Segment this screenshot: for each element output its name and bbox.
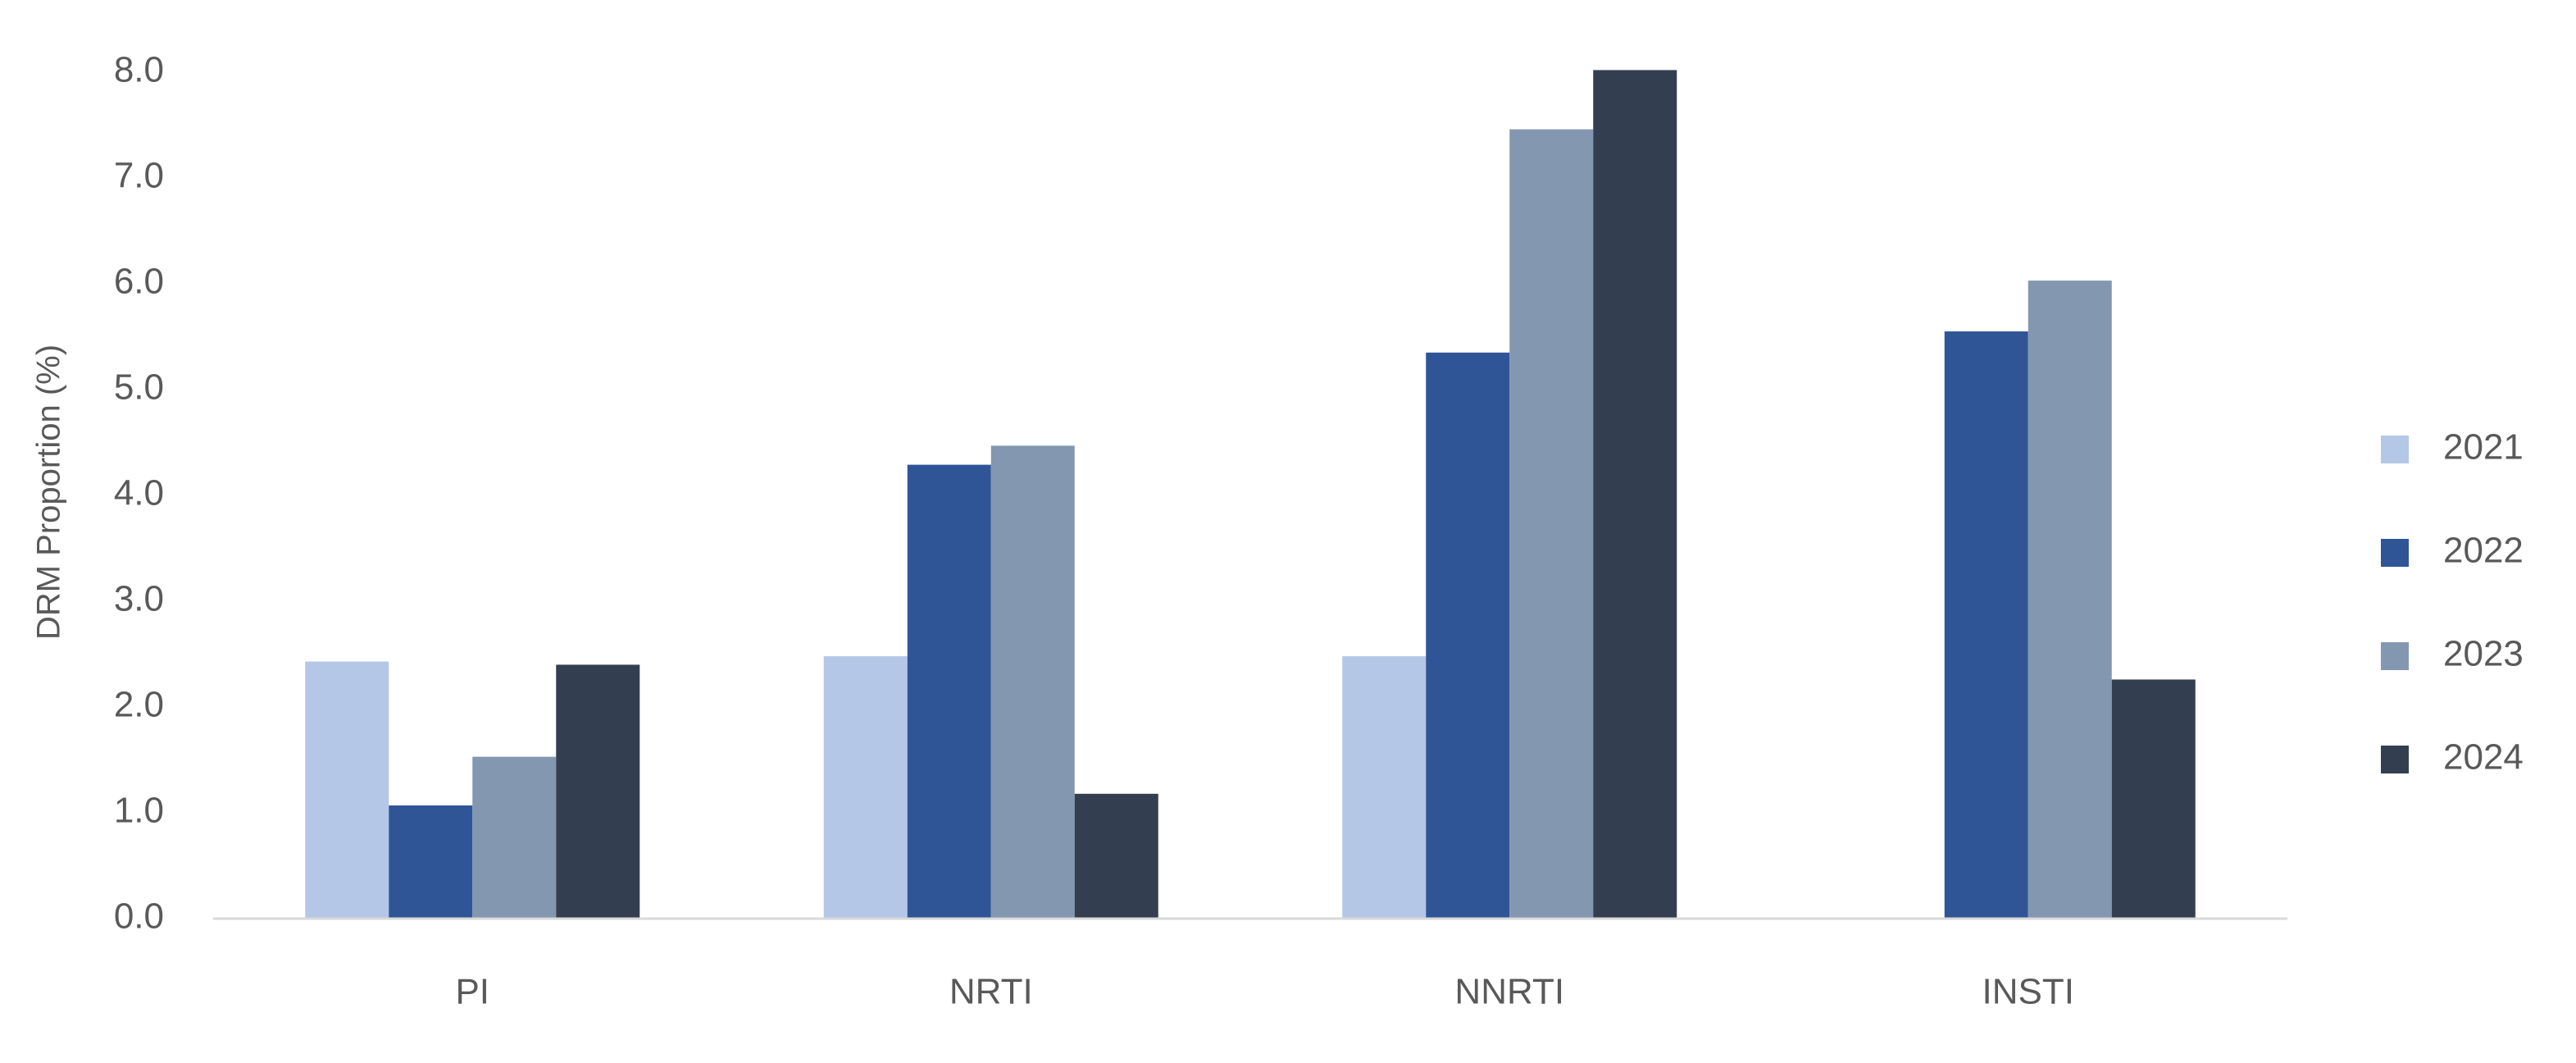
- legend-label: 2022: [2443, 531, 2524, 571]
- bar: [389, 805, 473, 919]
- bar: [305, 661, 389, 919]
- legend-swatch: [2381, 539, 2409, 567]
- bar: [472, 756, 557, 919]
- legend-swatch: [2381, 436, 2409, 463]
- bar: [1074, 793, 1158, 919]
- bar: [1593, 70, 1677, 919]
- legend-label: 2023: [2443, 634, 2524, 674]
- bar: [1426, 352, 1510, 919]
- y-tick-label: 6.0: [114, 262, 164, 302]
- bar: [1509, 129, 1594, 919]
- bar: [823, 656, 908, 919]
- bar: [1342, 656, 1427, 919]
- bar: [2028, 281, 2112, 919]
- y-tick-label: 8.0: [114, 50, 164, 90]
- bar: [907, 464, 991, 919]
- bar: [556, 664, 640, 919]
- y-tick-label: 2.0: [114, 685, 164, 725]
- y-axis-label: DRM Proportion (%): [31, 344, 67, 640]
- bar: [990, 445, 1075, 919]
- y-tick-label: 0.0: [114, 896, 164, 937]
- y-tick-label: 5.0: [114, 367, 164, 408]
- y-tick-label: 7.0: [114, 156, 164, 196]
- x-tick-label: PI: [455, 972, 489, 1012]
- legend-label: 2021: [2443, 427, 2524, 468]
- legend-swatch: [2381, 746, 2409, 773]
- bar: [2111, 679, 2196, 919]
- y-tick-label: 1.0: [114, 791, 164, 831]
- x-tick-label: INSTI: [1982, 972, 2074, 1012]
- x-tick-label: NNRTI: [1454, 972, 1564, 1012]
- y-tick-label: 3.0: [114, 579, 164, 619]
- legend-swatch: [2381, 642, 2409, 670]
- y-tick-label: 4.0: [114, 473, 164, 513]
- bar: [1944, 331, 2028, 919]
- x-tick-label: NRTI: [949, 972, 1033, 1012]
- legend-label: 2024: [2443, 737, 2524, 778]
